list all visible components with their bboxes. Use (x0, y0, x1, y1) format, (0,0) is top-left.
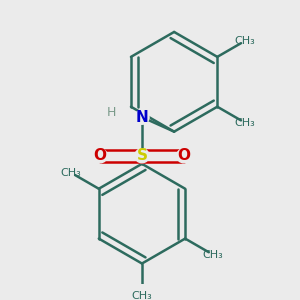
Text: CH₃: CH₃ (61, 168, 81, 178)
Circle shape (93, 149, 107, 163)
Text: O: O (177, 148, 190, 163)
Circle shape (135, 110, 149, 124)
Text: CH₃: CH₃ (235, 118, 256, 128)
Circle shape (177, 149, 191, 163)
Circle shape (135, 149, 149, 163)
Text: O: O (94, 148, 106, 163)
Text: H: H (107, 106, 116, 119)
Circle shape (106, 106, 117, 118)
Text: CH₃: CH₃ (132, 291, 152, 300)
Text: CH₃: CH₃ (202, 250, 224, 260)
Text: S: S (136, 148, 148, 163)
Text: CH₃: CH₃ (235, 36, 256, 46)
Text: N: N (136, 110, 148, 125)
